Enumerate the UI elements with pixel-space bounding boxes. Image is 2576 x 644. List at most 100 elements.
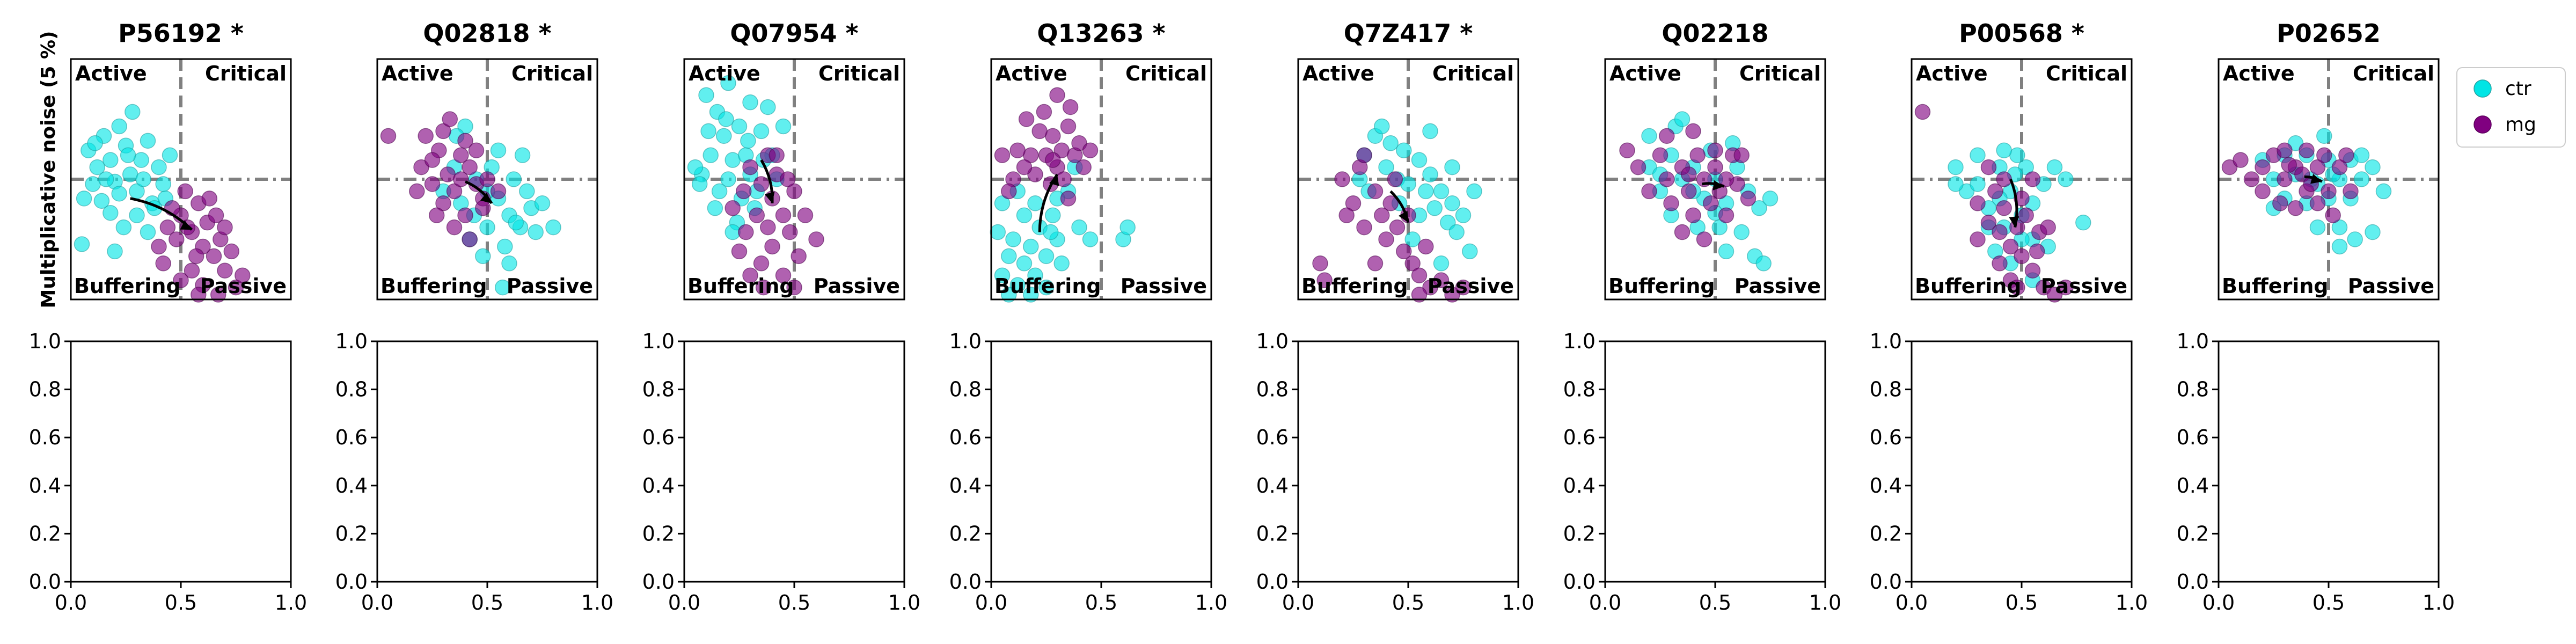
quadrant-label-passive: Passive	[1428, 274, 1514, 298]
point-ctr	[103, 204, 119, 221]
point-mg	[1444, 287, 1460, 303]
point-mg	[475, 200, 491, 216]
point-ctr	[2075, 214, 2091, 231]
point-ctr	[1378, 159, 1394, 175]
point-ctr	[494, 279, 511, 296]
point-ctr	[1382, 135, 1399, 151]
quadrant-label-buffering: Buffering	[1301, 274, 1408, 298]
point-mg	[424, 152, 441, 168]
panel-6: Q02218 Active Critical Buffering Passive	[1604, 19, 1826, 301]
x-tick-label: 0.0	[55, 591, 87, 614]
point-mg	[1630, 159, 1646, 175]
point-ctr	[720, 75, 736, 91]
point-ctr	[1038, 279, 1055, 296]
point-mg	[2309, 195, 2326, 211]
point-mg	[223, 243, 240, 260]
point-mg	[1389, 219, 1406, 236]
panel-title: Q7Z417 *	[1344, 19, 1473, 48]
point-ctr	[1733, 224, 1750, 240]
point-ctr	[775, 118, 792, 135]
x-tick-label: 1.0	[1809, 591, 1841, 614]
point-ctr	[2287, 135, 2304, 151]
point-ctr	[1418, 183, 1434, 200]
point-ctr	[506, 171, 522, 187]
point-ctr	[1404, 231, 1421, 247]
point-mg	[1075, 159, 1092, 175]
point-ctr	[111, 186, 127, 202]
point-ctr	[1045, 207, 1061, 223]
point-ctr	[1448, 224, 1465, 240]
centroid-arrow-head	[1713, 180, 1724, 191]
point-mg	[210, 287, 226, 303]
centroid-arrow-head	[1398, 210, 1408, 223]
point-mg	[1641, 183, 1657, 200]
panel-4: Q13263 * Active Critical Buffering Passive	[990, 19, 1212, 303]
point-ctr	[994, 195, 1011, 211]
point-mg	[1027, 166, 1043, 182]
point-mg	[1404, 255, 1421, 272]
quadrant-label-passive: Passive	[2348, 274, 2434, 298]
point-ctr	[691, 176, 708, 192]
point-ctr	[2331, 219, 2348, 236]
panel-title: Q02218	[1662, 19, 1768, 48]
point-ctr	[1374, 118, 1390, 135]
point-mg	[1689, 147, 1706, 163]
point-mg	[2018, 207, 2034, 223]
quadrant-label-active: Active	[382, 62, 453, 85]
quadrant-label-buffering: Buffering	[74, 274, 181, 298]
x-tick-label: 0.0	[668, 591, 700, 614]
point-mg	[1374, 207, 1390, 223]
point-mg	[159, 219, 176, 236]
point-mg	[1016, 159, 1033, 175]
quadrant-label-passive: Passive	[507, 274, 593, 298]
y-tick-label: 1.0	[1563, 330, 1596, 353]
empty-axes-3: 0.0 0.2 0.4 0.6 0.8 1.0 0.0 0.5 1.0	[642, 330, 921, 614]
centroid-arrow-head	[1049, 174, 1059, 186]
point-mg	[2255, 159, 2271, 175]
point-ctr	[87, 135, 103, 151]
point-ctr	[1762, 191, 1779, 207]
x-tick-label: 1.0	[1195, 591, 1227, 614]
point-ctr	[1466, 183, 1482, 200]
point-mg	[490, 183, 507, 200]
quadrant-label-active: Active	[2223, 62, 2295, 85]
y-tick-label: 0.2	[29, 522, 61, 545]
point-mg	[1681, 166, 1697, 182]
point-ctr	[2365, 224, 2381, 240]
panel-3: Q07954 * Active Critical Buffering Passive	[683, 19, 905, 301]
empty-axes-7: 0.0 0.2 0.4 0.6 0.8 1.0 0.0 0.5 1.0	[1870, 330, 2148, 614]
point-ctr	[1005, 231, 1021, 247]
y-tick-label: 0.6	[29, 426, 61, 449]
point-mg	[2024, 262, 2041, 279]
point-ctr	[111, 118, 127, 135]
point-ctr	[2046, 159, 2063, 175]
point-ctr	[1400, 176, 1416, 192]
y-tick-label: 0.4	[335, 474, 368, 497]
x-tick-label: 0.5	[2006, 591, 2038, 614]
point-ctr	[711, 183, 728, 200]
x-tick-label: 0.5	[1392, 591, 1424, 614]
point-mg	[1312, 255, 1328, 272]
point-ctr	[1071, 219, 1087, 236]
y-tick-label: 0.4	[642, 474, 675, 497]
point-mg	[2024, 171, 2041, 187]
y-tick-label: 0.0	[2177, 570, 2209, 594]
point-mg	[462, 159, 478, 175]
panel-8: P02652 Active Critical Buffering Passive	[2218, 19, 2440, 301]
point-mg	[769, 147, 785, 163]
y-axis-label: Multiplicative noise (5 %)	[38, 31, 60, 308]
point-ctr	[107, 243, 123, 260]
x-tick-label: 1.0	[2116, 591, 2148, 614]
point-ctr	[1755, 255, 1772, 272]
y-tick-label: 0.4	[1256, 474, 1289, 497]
y-tick-label: 1.0	[642, 330, 675, 353]
point-mg	[2243, 171, 2260, 187]
point-mg	[1996, 171, 2012, 187]
point-ctr	[1411, 152, 1428, 168]
point-mg	[418, 128, 434, 144]
y-tick-label: 0.6	[1256, 426, 1289, 449]
y-tick-label: 1.0	[1870, 330, 1902, 353]
y-tick-label: 0.8	[1870, 378, 1902, 401]
point-mg	[1356, 219, 1372, 236]
quadrant-label-buffering: Buffering	[1608, 274, 1715, 298]
